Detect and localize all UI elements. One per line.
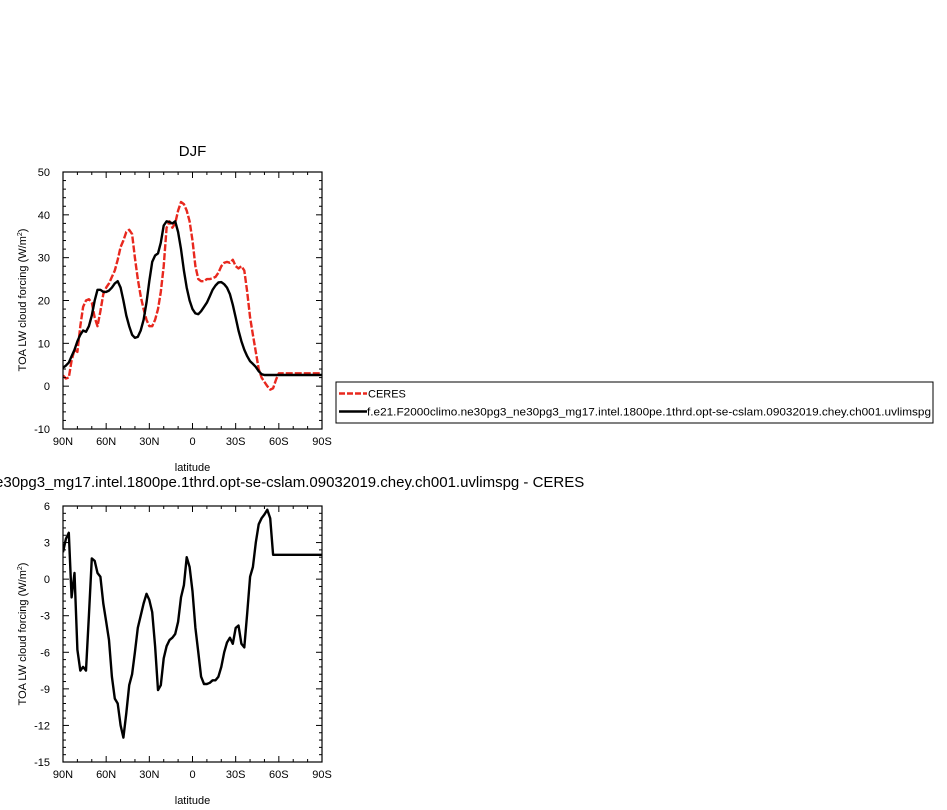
legend-box [335,381,934,424]
legend: CERES f.e21.F2000climo.ne30pg3_ne30pg3_m… [335,381,934,424]
x-tick-label: 60S [269,769,289,781]
axes: 90N 60N 30N 0 30S 60S 90S -15 -12 -9 -6 -3 0 3 6 [34,501,332,781]
axes: 90N 60N 30N 0 30S 60S 90S -10 0 10 20 30 40 50 [34,167,332,448]
y-tick-label: -9 [40,684,50,696]
x-tick-label: 90S [312,436,332,448]
y-tick-label: -3 [40,611,50,623]
x-tick-label: 30N [139,436,159,448]
y-axis-label: TOA LW cloud forcing (W/m2) [17,563,29,706]
x-tick-label: 90S [312,769,332,781]
chart-title: DJF [179,143,207,160]
panel-djf: DJF 90N 60N 30N 0 30S 60S 90S -10 0 10 20 30 40 50 la… [17,143,332,474]
series-line-ceres [63,200,322,391]
x-tick-label: 60S [269,436,289,448]
legend-label-model: f.e21.F2000climo.ne30pg3_ne30pg3_mg17.in… [367,407,931,419]
chart-title: f.e21.F2000climo.ne30pg3_ne30pg3_mg17.in… [0,474,584,491]
y-tick-label: -6 [40,647,50,659]
x-tick-label: 60N [96,436,116,448]
y-tick-label: 3 [44,538,50,550]
series-group [63,200,322,391]
y-tick-label: -12 [34,720,50,732]
y-tick-label: 6 [44,501,50,513]
y-tick-label: 0 [44,381,50,393]
series-line-difference [63,508,322,739]
x-tick-label: 60N [96,769,116,781]
y-tick-label: -15 [34,757,50,769]
series-group [63,508,322,739]
x-tick-label: 0 [189,436,195,448]
y-tick-label: 20 [38,296,50,308]
legend-label-ceres: CERES [368,389,406,401]
x-tick-label: 30S [226,436,246,448]
y-tick-label: 50 [38,167,50,179]
series-line-model [63,220,322,377]
x-tick-label: 0 [189,769,195,781]
x-tick-label: 30S [226,769,246,781]
plot-frame [62,505,323,763]
y-tick-label: 10 [38,338,50,350]
y-tick-label: 40 [38,210,50,222]
x-tick-label: 30N [139,769,159,781]
y-tick-label: 0 [44,574,50,586]
x-axis-label: latitude [175,795,210,807]
y-tick-label: 30 [38,253,50,265]
y-tick-label: -10 [34,424,50,436]
y-axis-label: TOA LW cloud forcing (W/m2) [17,229,29,372]
x-tick-label: 90N [53,769,73,781]
panel-difference: f.e21.F2000climo.ne30pg3_ne30pg3_mg17.in… [0,474,584,807]
x-tick-label: 90N [53,436,73,448]
x-axis-label: latitude [175,462,210,474]
